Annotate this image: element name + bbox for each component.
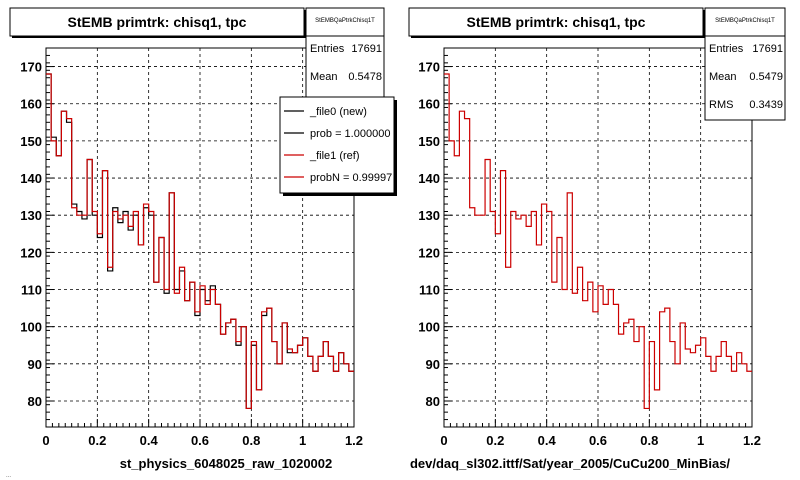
- legend-label: _file1 (ref): [309, 150, 360, 162]
- y-tick-label: 130: [20, 208, 42, 223]
- x-tick-label: 0.6: [589, 433, 607, 448]
- histogram-series-2: [46, 73, 354, 410]
- y-tick-label: 100: [418, 320, 440, 335]
- x-tick-label: 0.2: [88, 433, 106, 448]
- x-tick-label: 0: [42, 433, 49, 448]
- legend: _file0 (new) prob = 1.000000 _file1 (ref) p…: [279, 96, 397, 196]
- canvas-footer: ...: [6, 473, 11, 479]
- title-box: [408, 7, 704, 37]
- y-tick-label: 80: [426, 394, 440, 409]
- x-tick-label: 0.4: [140, 433, 159, 448]
- x-tick-label: 1.2: [743, 433, 761, 448]
- chart-title: StEMB primtrk: chisq1, tpc: [68, 14, 247, 30]
- legend-label: _file0 (new): [309, 106, 367, 118]
- x-tick-label: 1: [697, 433, 704, 448]
- stats-value: 0.5478: [348, 71, 382, 83]
- stats-label: RMS: [709, 99, 733, 111]
- histogram-series-1: [444, 73, 752, 410]
- y-tick-label: 160: [20, 97, 42, 112]
- x-tick-label: 1.2: [345, 433, 363, 448]
- histogram-panel-1: 0 0.2 0.4 0.6 0.8 1 1.2 80 90 100 110 120 130 140 150 1…: [9, 7, 397, 471]
- title-box: [9, 7, 305, 37]
- stats-value: 17691: [351, 43, 382, 55]
- y-tick-label: 90: [28, 357, 42, 372]
- y-tick-label: 100: [20, 320, 42, 335]
- y-tick-label: 110: [21, 283, 42, 298]
- y-tick-label: 140: [418, 171, 440, 186]
- stats-label: Entries: [310, 43, 345, 55]
- y-tick-label: 90: [426, 357, 440, 372]
- stats-value: 17691: [752, 43, 783, 55]
- x-tick-label: 0.2: [486, 433, 504, 448]
- stats-label: Entries: [709, 43, 744, 55]
- x-tick-label: 0.6: [191, 433, 209, 448]
- y-tick-label: 170: [20, 60, 42, 75]
- stats-value: 0.3439: [749, 99, 783, 111]
- y-tick-label: 110: [419, 283, 440, 298]
- stats-box-name: StEMBQaPtrkChisq1T: [315, 18, 375, 24]
- stats-box-frame: [704, 7, 786, 121]
- y-tick-label: 140: [20, 171, 42, 186]
- x-axis-label: dev/daq_sl302.ittf/Sat/year_2005/CuCu200…: [410, 456, 730, 471]
- stats-box-name: StEMBQaPtrkChisq1T: [715, 18, 775, 24]
- y-tick-label: 130: [418, 208, 440, 223]
- y-tick-label: 120: [418, 245, 440, 260]
- x-axis-label: st_physics_6048025_raw_1020002: [120, 456, 333, 471]
- stats-box: StEMBQaPtrkChisq1T Entries 17691 Mean 0.5479…: [704, 7, 786, 121]
- y-tick-label: 160: [418, 97, 440, 112]
- plot-frame: [443, 47, 753, 428]
- stats-value: 0.5479: [749, 71, 783, 83]
- y-tick-label: 170: [418, 60, 440, 75]
- legend-label: prob = 1.000000: [310, 128, 390, 140]
- stats-label: Mean: [709, 71, 737, 83]
- y-tick-label: 120: [20, 245, 42, 260]
- stats-label: Mean: [310, 71, 338, 83]
- y-tick-label: 80: [28, 394, 42, 409]
- x-tick-label: 0: [440, 433, 447, 448]
- x-tick-label: 0.8: [640, 433, 658, 448]
- legend-label: probN = 0.99997: [310, 172, 392, 184]
- y-tick-label: 150: [418, 134, 440, 149]
- x-tick-label: 0.4: [538, 433, 557, 448]
- x-tick-label: 0.8: [242, 433, 260, 448]
- histogram-panel-2: 0 0.2 0.4 0.6 0.8 1 1.2 80 90 100 110 120 130 140 150 1…: [408, 7, 786, 471]
- y-tick-label: 150: [20, 134, 42, 149]
- x-tick-label: 1: [299, 433, 306, 448]
- chart-title: StEMB primtrk: chisq1, tpc: [467, 14, 646, 30]
